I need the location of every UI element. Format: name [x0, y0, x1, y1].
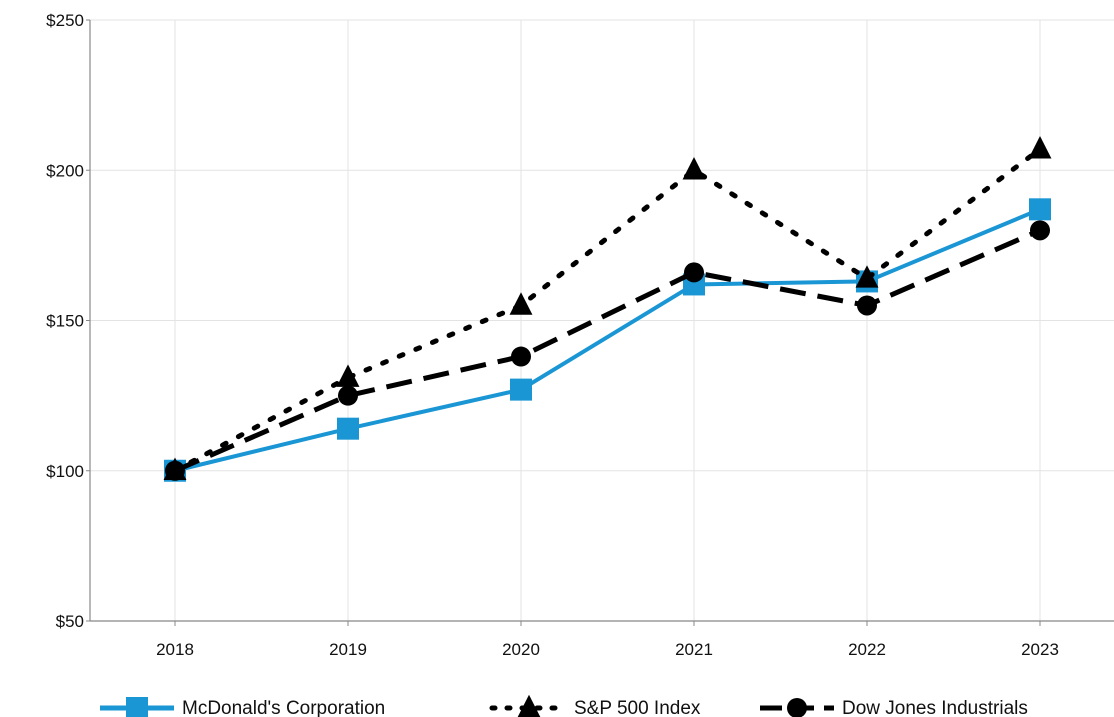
data-point	[509, 292, 533, 315]
x-tick-label: 2023	[1021, 640, 1059, 659]
y-tick-label: $200	[46, 161, 84, 180]
y-tick-label: $250	[46, 11, 84, 30]
data-point	[337, 417, 359, 440]
data-point	[510, 378, 532, 401]
legend: McDonald's Corporation S&P 500 Index Dow J…	[100, 694, 1028, 717]
series-line	[172, 146, 1043, 474]
data-point	[338, 385, 358, 406]
legend-marker	[787, 698, 807, 717]
axes: $50 $100 $150 $200 $250 2018 2019 2020 2021 2022 2…	[46, 11, 1114, 659]
legend-marker	[517, 694, 541, 717]
y-tick-label: $150	[46, 312, 84, 331]
legend-label: McDonald's Corporation	[182, 698, 385, 717]
series-line	[174, 207, 1041, 473]
data-point	[1029, 198, 1051, 221]
x-tick-label: 2022	[848, 640, 886, 659]
legend-marker	[126, 697, 148, 717]
data-point	[1030, 220, 1050, 241]
data-point	[855, 265, 879, 288]
series-2	[165, 220, 1050, 481]
legend-item: McDonald's Corporation	[100, 697, 385, 717]
legend-item: S&P 500 Index	[489, 694, 701, 717]
gridlines	[90, 19, 1114, 621]
series-line	[174, 228, 1041, 474]
y-tick-label: $100	[46, 462, 84, 481]
legend-label: S&P 500 Index	[574, 698, 701, 717]
x-tick-label: 2019	[329, 640, 367, 659]
data-point	[857, 295, 877, 316]
series-0	[164, 198, 1051, 482]
y-tick-label: $50	[56, 612, 84, 631]
legend-item: Dow Jones Industrials	[760, 698, 1028, 717]
data-point	[336, 364, 360, 387]
data-point	[165, 460, 185, 481]
series-1	[163, 136, 1052, 480]
legend-label: Dow Jones Industrials	[842, 698, 1028, 717]
series-lines	[163, 136, 1052, 482]
data-point	[684, 262, 704, 283]
data-point	[1028, 136, 1052, 159]
data-point	[511, 346, 531, 367]
x-tick-label: 2021	[675, 640, 713, 659]
data-point	[682, 157, 706, 180]
x-tick-label: 2020	[502, 640, 540, 659]
x-tick-label: 2018	[156, 640, 194, 659]
